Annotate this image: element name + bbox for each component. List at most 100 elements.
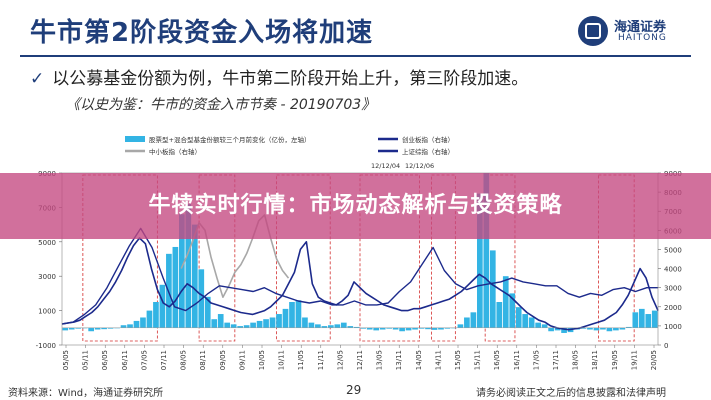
title-divider	[20, 55, 691, 57]
fund-change-bar	[81, 327, 88, 329]
x-tick-label: 06/11	[121, 350, 129, 370]
fund-change-bar	[334, 324, 341, 328]
fund-change-bar	[541, 324, 548, 328]
fund-change-bar	[412, 327, 418, 330]
fund-change-bar	[477, 193, 483, 328]
fund-change-bar	[282, 308, 289, 328]
fund-change-bar	[263, 319, 269, 328]
right-tick-label: 4000	[664, 266, 682, 274]
footer-disclaimer: 请务必阅读正文之后的信息披露和法律声明	[476, 388, 666, 399]
fund-change-bar	[68, 327, 75, 330]
fund-change-bar	[146, 310, 153, 328]
fund-change-bar	[211, 319, 218, 328]
fund-change-bar	[548, 327, 554, 332]
fund-change-bar	[224, 322, 231, 328]
fund-change-bar	[127, 324, 133, 328]
logo-mark-icon	[578, 16, 608, 46]
company-logo: 海通证券 HAITONG	[578, 16, 696, 46]
x-tick-label: 05/11	[82, 350, 90, 370]
x-tick-label: 19/05	[611, 350, 619, 370]
slide-title: 牛市第2阶段资金入场将加速	[30, 18, 374, 48]
fund-change-bar	[496, 302, 503, 328]
fund-change-bar	[243, 325, 250, 328]
fund-change-bar	[75, 327, 82, 329]
fund-change-bar	[619, 327, 626, 330]
fund-change-bar	[528, 317, 535, 328]
legend-swatch	[125, 136, 145, 142]
promo-banner: 牛犊实时行情：市场动态解析与投资策略	[0, 173, 711, 239]
date-annotation: 12/12/06	[405, 162, 434, 170]
fund-change-bar	[256, 320, 263, 328]
fund-change-bar	[250, 322, 256, 328]
fund-change-bar	[172, 246, 179, 328]
fund-change-bar	[217, 314, 224, 328]
fund-change-bar	[431, 327, 438, 330]
x-tick-label: 10/05	[258, 350, 266, 370]
left-tick-label: -1000	[36, 342, 56, 350]
chart-legend: 股票型+混合型基金份额较三个月前变化（亿份，左轴） 创业板指（右轴） 中小板指（右轴…	[125, 135, 454, 156]
fund-change-bar	[159, 284, 166, 328]
legend-label: 中小板指（右轴）	[149, 147, 201, 156]
fund-change-bar	[554, 327, 561, 331]
right-tick-label: 0	[664, 342, 668, 350]
x-tick-label: 13/11	[395, 350, 403, 370]
fund-change-bar	[120, 325, 127, 328]
fund-change-bar	[651, 310, 658, 328]
fund-flow-chart: 股票型+混合型基金份额较三个月前变化（亿份，左轴） 创业板指（右轴） 中小板指（右轴…	[36, 135, 682, 370]
bar-series	[62, 173, 658, 333]
x-tick-label: 13/05	[376, 350, 384, 370]
fund-change-bar	[600, 327, 606, 330]
shanghai-index-line	[61, 227, 658, 325]
fund-change-bar	[457, 324, 464, 328]
logo-name-cn: 海通证券	[614, 20, 667, 35]
x-tick-label: 12/05	[336, 350, 344, 370]
fund-change-bar	[464, 317, 470, 328]
fund-change-bar	[405, 327, 412, 331]
x-tick-label: 16/11	[513, 350, 521, 370]
logo-name-en: HAITONG	[618, 33, 667, 43]
fund-change-bar	[140, 317, 146, 328]
left-tick-label: 5000	[38, 239, 56, 247]
fund-change-bar	[386, 327, 392, 329]
fund-change-bar	[580, 327, 587, 329]
fund-change-bar	[353, 326, 360, 328]
footer-source: 资料来源：Wind，海通证券研究所	[8, 388, 164, 399]
fund-change-bar	[153, 302, 159, 328]
fund-change-bar	[444, 327, 451, 329]
fund-change-bar	[191, 224, 198, 328]
legend-label: 创业板指（右轴）	[402, 135, 454, 144]
right-tick-label: 2000	[664, 304, 682, 312]
checkmark-icon: ✓	[30, 69, 45, 89]
chart-annotations: 12/12/04 12/12/06	[371, 162, 434, 170]
report-reference: 《以史为鉴：牛市的资金入市节奏 - 20190703》	[66, 97, 376, 113]
x-tick-label: 15/11	[474, 350, 482, 370]
x-tick-label: 05/05	[62, 350, 70, 370]
fund-change-bar	[613, 327, 619, 331]
fund-change-bar	[302, 317, 308, 328]
fund-change-bar	[522, 314, 529, 328]
x-tick-label: 11/11	[317, 350, 325, 370]
fund-change-bar	[366, 327, 373, 330]
right-tick-label: 5000	[664, 246, 682, 254]
fund-change-bar	[438, 327, 444, 330]
left-tick-label: 3000	[38, 273, 56, 281]
right-tick-label: 1000	[664, 323, 682, 331]
date-annotation: 12/12/04	[371, 162, 400, 170]
fund-change-bar	[399, 327, 405, 332]
legend-label: 股票型+混合型基金份额较三个月前变化（亿份，左轴）	[149, 135, 310, 144]
fund-change-bar	[237, 326, 243, 328]
fund-change-bar	[638, 308, 645, 328]
fund-change-bar	[515, 307, 522, 328]
phase-box	[359, 174, 420, 342]
fund-change-bar	[392, 327, 399, 330]
fund-change-bar	[88, 327, 94, 332]
fund-change-bar	[276, 314, 282, 328]
x-tick-label: 18/05	[572, 350, 580, 370]
fund-change-bar	[489, 250, 496, 328]
page-number: 29	[346, 383, 362, 397]
x-tick-label: 06/05	[101, 350, 109, 370]
fund-change-bar	[587, 327, 593, 330]
fund-change-bar	[321, 326, 328, 328]
fund-change-bar	[645, 314, 652, 328]
fund-change-bar	[133, 320, 140, 328]
